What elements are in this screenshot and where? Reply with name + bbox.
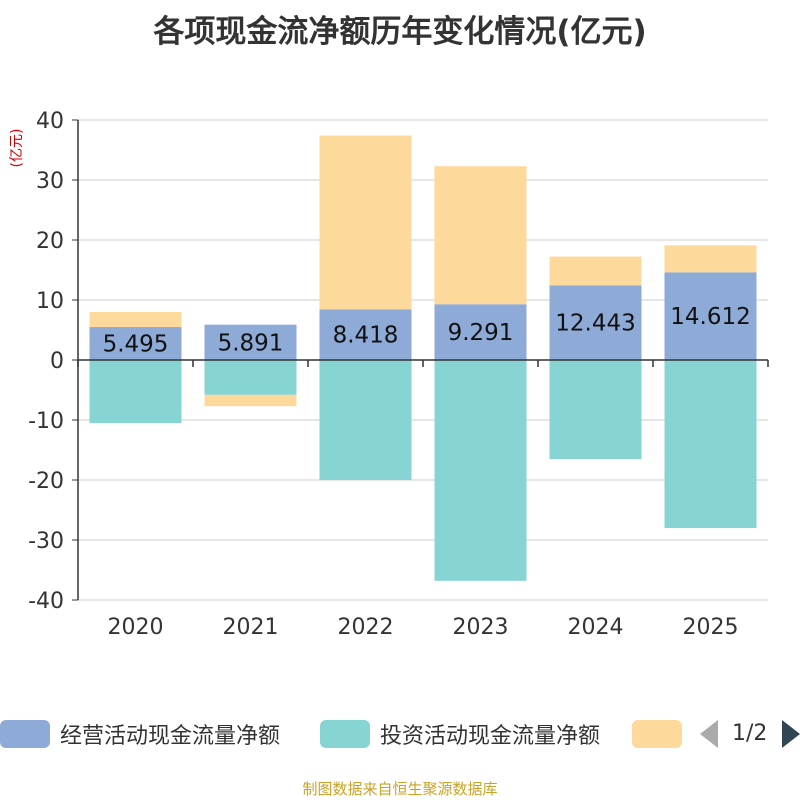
y-tick-label: -30: [28, 529, 64, 554]
bar-operating-2022: [319, 309, 412, 360]
x-tick-label-2020: 2020: [108, 615, 164, 640]
legend-pager: 1/2: [700, 720, 800, 748]
bar-chart: 40 30 20 10 0 -10 -20 -30 -40 5.495 5.891 8.418 9.29…: [28, 109, 769, 640]
bar-investing-2022: [319, 360, 412, 480]
x-tick-label-2025: 2025: [683, 615, 739, 640]
bar-financing-2021: [204, 394, 297, 407]
x-tick-label-2024: 2024: [568, 615, 624, 640]
y-tick-label: -10: [28, 409, 64, 434]
bar-operating-2020: [89, 327, 182, 360]
data-label-2021: 5.891: [218, 330, 284, 356]
bar-financing-2023: [434, 166, 527, 305]
legend-label-investing: 投资活动现金流量净额: [380, 724, 601, 749]
bar-investing-2024: [549, 360, 642, 459]
bar-operating-2025: [664, 272, 757, 360]
y-tick-label: 40: [36, 109, 64, 134]
data-source-footer: 制图数据来自恒生聚源数据库: [302, 780, 498, 798]
bar-operating-2023: [434, 304, 527, 360]
data-label-2020: 5.495: [103, 332, 169, 358]
y-tick-label: 10: [36, 289, 64, 314]
data-label-2023: 9.291: [448, 320, 514, 346]
legend-item-operating[interactable]: 经营活动现金流量净额: [0, 720, 281, 749]
bar-financing-2024: [549, 256, 642, 286]
data-label-2022: 8.418: [333, 323, 399, 349]
bar-investing-2023: [434, 360, 527, 581]
y-tick-label: 30: [36, 169, 64, 194]
legend-swatch-financing: [632, 720, 682, 748]
legend: 经营活动现金流量净额 投资活动现金流量净额 1/2: [0, 712, 800, 756]
legend-item-financing[interactable]: [632, 720, 692, 748]
bar-investing-2021: [204, 360, 297, 395]
x-tick-label-2021: 2021: [223, 615, 279, 640]
legend-label-operating: 经营活动现金流量净额: [60, 724, 281, 749]
y-tick-label: 20: [36, 229, 64, 254]
y-tick-label: 0: [50, 349, 64, 374]
legend-next-page-icon[interactable]: [782, 720, 800, 748]
bar-operating-2021: [204, 324, 297, 360]
x-tick-label-2022: 2022: [338, 615, 394, 640]
x-tick-label-2023: 2023: [453, 615, 509, 640]
legend-prev-page-icon[interactable]: [700, 720, 718, 748]
bar-financing-2020: [89, 312, 182, 328]
bar-financing-2025: [664, 245, 757, 273]
bar-operating-2024: [549, 285, 642, 360]
bar-investing-2020: [89, 360, 182, 423]
y-tick-label: -20: [28, 469, 64, 494]
bar-investing-2025: [664, 360, 757, 528]
bar-financing-2022: [319, 135, 412, 310]
legend-item-investing[interactable]: 投资活动现金流量净额: [320, 720, 601, 749]
legend-swatch-investing: [320, 720, 370, 748]
legend-page-indicator: 1/2: [732, 721, 768, 746]
y-tick-label: -40: [28, 589, 64, 614]
data-label-2025: 14.612: [670, 304, 750, 330]
data-label-2024: 12.443: [555, 311, 635, 337]
legend-swatch-operating: [0, 720, 50, 748]
chart-title: 各项现金流净额历年变化情况(亿元): [153, 14, 647, 50]
